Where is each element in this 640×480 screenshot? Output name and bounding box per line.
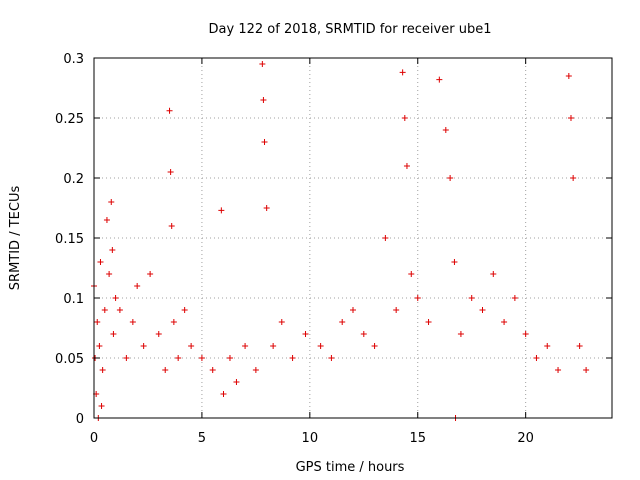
y-tick-label: 0.1: [63, 292, 84, 307]
data-point: [209, 367, 216, 373]
data-point: [97, 259, 104, 265]
data-point: [522, 331, 529, 337]
y-tick-label: 0: [76, 412, 84, 427]
data-point: [382, 235, 389, 241]
data-point: [166, 107, 173, 114]
y-tick-label: 0.05: [55, 352, 84, 367]
data-point: [371, 343, 378, 349]
data-point: [259, 61, 266, 67]
data-point: [436, 76, 443, 83]
data-point: [101, 307, 108, 313]
data-point: [123, 355, 130, 361]
data-point: [188, 343, 195, 349]
data-point: [555, 367, 562, 373]
data-point: [106, 271, 113, 277]
data-point: [289, 355, 296, 361]
data-point: [252, 367, 259, 373]
data-point: [96, 343, 103, 349]
data-point: [567, 115, 574, 121]
data-point: [570, 175, 577, 181]
x-tick-label: 5: [198, 431, 206, 446]
data-point: [270, 343, 277, 349]
data-point: [302, 331, 309, 337]
data-point: [403, 163, 410, 169]
data-point: [129, 319, 136, 325]
data-point: [328, 355, 335, 361]
data-point: [260, 97, 267, 103]
data-point: [350, 307, 356, 313]
data-point: [501, 319, 508, 325]
data-point: [147, 271, 154, 277]
data-point: [112, 295, 119, 301]
data-point: [490, 271, 497, 277]
data-point: [317, 343, 324, 349]
data-point: [414, 295, 421, 301]
data-point: [242, 343, 249, 349]
data-point: [233, 379, 240, 385]
data-point: [408, 271, 415, 277]
data-point: [278, 319, 285, 325]
grid-lines: [94, 58, 612, 418]
data-point: [170, 319, 177, 325]
data-point: [198, 355, 205, 361]
data-point: [94, 319, 101, 325]
data-point: [393, 307, 400, 313]
y-tick-label: 0.2: [63, 172, 84, 187]
data-points: [91, 61, 590, 421]
data-point: [425, 319, 432, 325]
axis-ticks: 0 0.05 0.1 0.15 0.2 0.25 0.3 0 5 10 15 20: [55, 52, 612, 446]
x-tick-label: 15: [409, 431, 426, 446]
data-point: [162, 367, 169, 373]
data-point: [218, 207, 225, 214]
data-point: [181, 307, 188, 313]
x-tick-label: 20: [517, 431, 534, 446]
x-axis-title: GPS time / hours: [296, 460, 405, 475]
data-point: [226, 355, 233, 361]
data-point: [167, 169, 174, 175]
data-point: [99, 367, 106, 373]
data-point: [399, 69, 406, 76]
y-tick-label: 0.15: [55, 232, 84, 247]
data-point: [116, 307, 123, 313]
data-point: [220, 391, 227, 397]
data-point: [155, 331, 162, 337]
data-point: [140, 343, 147, 349]
data-point: [533, 355, 540, 361]
data-point: [511, 295, 518, 301]
data-point: [576, 343, 583, 349]
data-point: [175, 355, 182, 361]
data-point: [479, 307, 486, 313]
data-point: [109, 247, 116, 253]
data-point: [261, 139, 268, 145]
data-point: [565, 73, 572, 79]
data-point: [544, 343, 551, 349]
data-point: [98, 403, 105, 409]
data-point: [339, 319, 346, 325]
data-point: [583, 367, 590, 373]
y-tick-label: 0.25: [55, 112, 84, 127]
data-point: [108, 199, 115, 205]
data-point: [442, 127, 449, 133]
data-point: [103, 217, 110, 223]
chart-title: Day 122 of 2018, SRMTID for receiver ube…: [209, 22, 492, 37]
data-point: [134, 283, 141, 289]
x-tick-label: 10: [302, 431, 319, 446]
data-point: [447, 175, 454, 181]
y-axis-title: SRMTID / TECUs: [8, 186, 23, 291]
data-point: [168, 223, 175, 229]
data-point: [263, 205, 270, 211]
data-point: [468, 295, 475, 301]
y-tick-label: 0.3: [63, 52, 84, 67]
data-point: [457, 331, 464, 337]
data-point: [401, 115, 408, 121]
data-point: [451, 259, 458, 265]
data-point: [110, 331, 117, 337]
data-point: [360, 331, 367, 337]
x-tick-label: 0: [90, 431, 98, 446]
